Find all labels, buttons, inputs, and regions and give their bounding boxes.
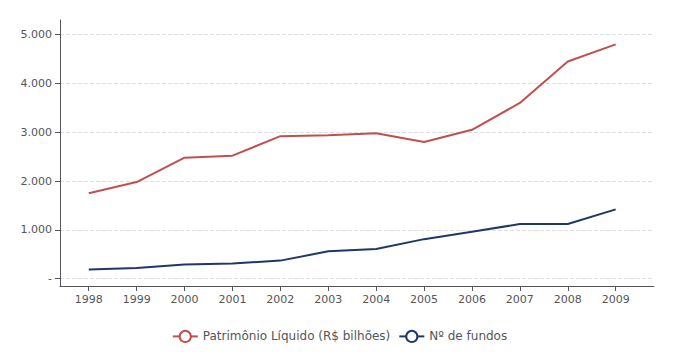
svg-text:2.000: 2.000 <box>21 175 53 188</box>
svg-text:Patrimônio Líquido (R$ bilhões: Patrimônio Líquido (R$ bilhões) <box>203 329 391 343</box>
svg-text:1999: 1999 <box>123 293 151 306</box>
svg-text:2007: 2007 <box>506 293 534 306</box>
svg-text:2002: 2002 <box>266 293 294 306</box>
svg-text:2009: 2009 <box>602 293 630 306</box>
svg-text:2000: 2000 <box>171 293 199 306</box>
svg-text:4.000: 4.000 <box>21 77 53 90</box>
svg-text:1998: 1998 <box>75 293 103 306</box>
svg-text:2005: 2005 <box>410 293 438 306</box>
svg-text:Nº de fundos: Nº de fundos <box>429 329 507 343</box>
svg-text:3.000: 3.000 <box>21 126 53 139</box>
svg-text:2004: 2004 <box>362 293 390 306</box>
svg-text:2001: 2001 <box>218 293 246 306</box>
svg-text:2003: 2003 <box>314 293 342 306</box>
svg-text:2006: 2006 <box>458 293 486 306</box>
svg-text:1.000: 1.000 <box>21 223 53 236</box>
svg-text:2008: 2008 <box>554 293 582 306</box>
svg-text:5.000: 5.000 <box>21 28 53 41</box>
svg-text:-: - <box>48 272 52 285</box>
